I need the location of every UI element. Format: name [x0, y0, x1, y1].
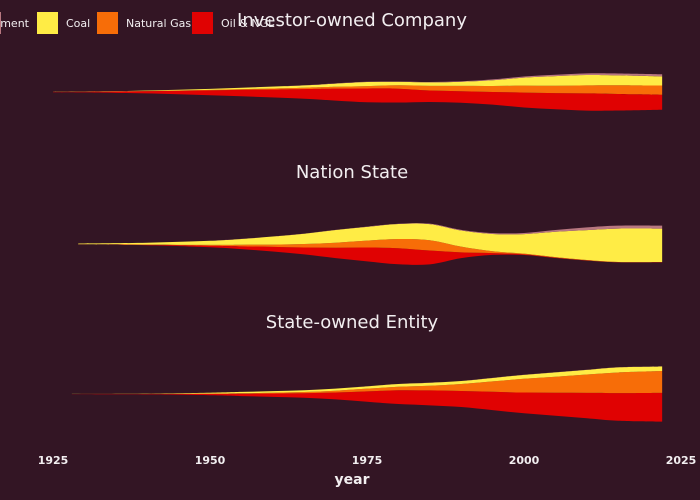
stream-investor-owned-company-oil-ngl — [53, 88, 663, 111]
legend: ement Coal Natural Gas Oil & NGL — [0, 12, 275, 34]
legend-swatch-coal — [37, 12, 58, 34]
panel-title-investor-owned-company: Investor-owned Company — [237, 10, 467, 31]
legend-label-oil-ngl: Oil & NGL — [221, 17, 275, 30]
legend-label-cement: ement — [0, 17, 30, 30]
legend-swatch-natural-gas — [97, 12, 118, 34]
stream-investor-owned-company-natural-gas — [53, 85, 663, 95]
panel-nation-state — [78, 223, 663, 265]
stream-investor-owned-company-coal — [53, 74, 663, 92]
panel-title-nation-state: Nation State — [296, 162, 408, 183]
x-axis: 1925 1950 1975 2000 2025 year — [38, 454, 697, 488]
x-tick-1950: 1950 — [195, 454, 226, 467]
x-tick-2000: 2000 — [509, 454, 540, 467]
panel-title-state-owned-entity: State-owned Entity — [266, 312, 439, 333]
x-axis-label: year — [335, 472, 370, 488]
stream-nation-state-coal — [78, 223, 663, 263]
stream-nation-state-oil-ngl — [78, 244, 663, 265]
x-tick-2025: 2025 — [666, 454, 697, 467]
stream-layers — [53, 73, 663, 422]
panel-investor-owned-company — [53, 73, 663, 111]
legend-label-coal: Coal — [66, 17, 90, 30]
stream-state-owned-entity-coal — [71, 366, 663, 394]
stream-state-owned-entity-oil-ngl — [71, 390, 663, 422]
stream-nation-state-natural-gas — [78, 238, 663, 263]
stream-state-owned-entity-natural-gas — [71, 371, 663, 394]
legend-swatch-cement — [0, 12, 1, 34]
x-tick-1975: 1975 — [352, 454, 383, 467]
legend-swatch-oil-ngl — [192, 12, 213, 34]
legend-label-natural-gas: Natural Gas — [126, 17, 191, 30]
panel-state-owned-entity — [71, 366, 663, 422]
stream-investor-owned-company-cement — [53, 73, 663, 92]
panel-titles: Investor-owned Company Nation State State-… — [237, 10, 467, 333]
x-tick-1925: 1925 — [38, 454, 69, 467]
